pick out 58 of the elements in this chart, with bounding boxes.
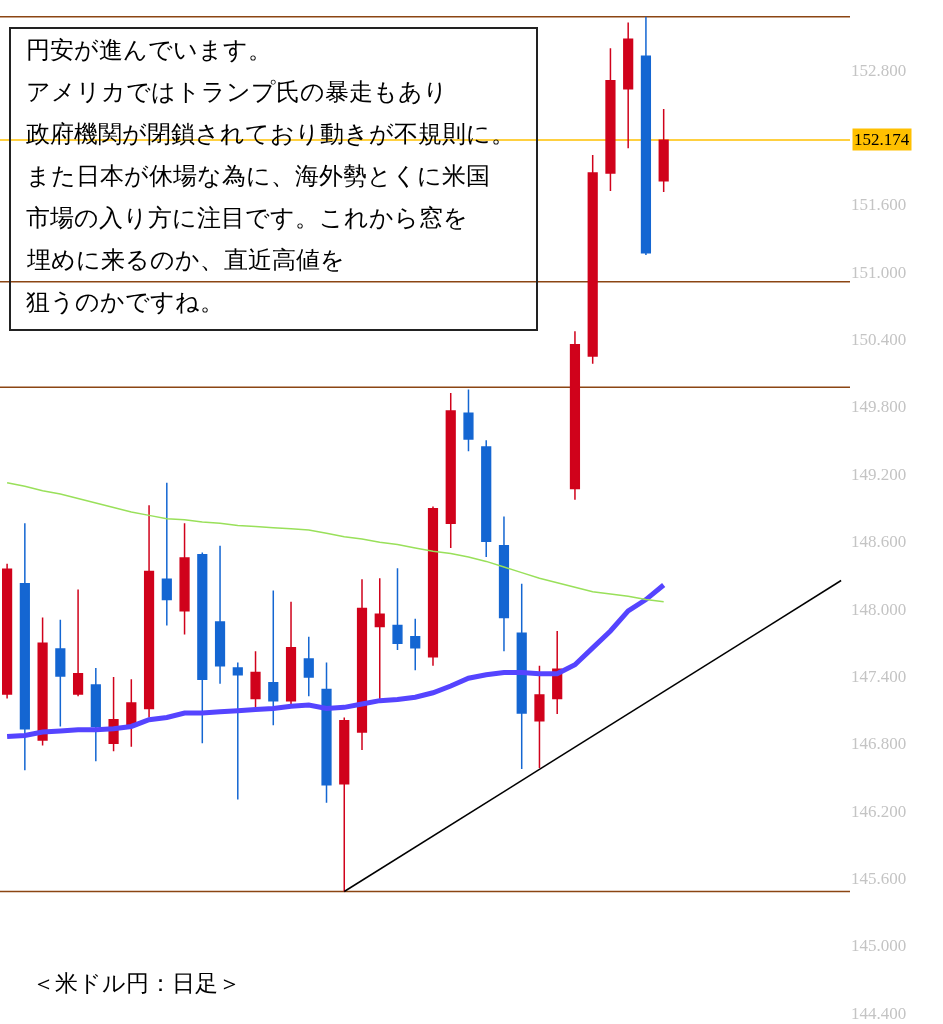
candlestick	[534, 665, 545, 769]
candlestick	[587, 154, 598, 365]
candlestick	[445, 392, 456, 549]
candlestick	[161, 482, 172, 627]
candlestick	[37, 616, 48, 747]
y-tick-label: 146.800	[851, 734, 907, 754]
candlestick	[303, 635, 314, 697]
candlestick	[55, 619, 66, 728]
annotation: 市場の入り方に注目です。これから窓を	[26, 205, 468, 231]
candlestick	[19, 522, 30, 771]
candlestick	[268, 589, 279, 727]
annotation: 埋めに来るのか、直近高値を	[26, 247, 345, 273]
y-tick-label: 149.800	[851, 397, 907, 417]
candlestick	[463, 388, 474, 453]
y-tick-label: 151.000	[851, 262, 907, 282]
candlestick	[214, 544, 226, 685]
candlestick	[481, 439, 492, 558]
annotation: 狙うのかですね。	[26, 289, 224, 315]
candlestick	[143, 504, 155, 719]
candlestick	[498, 515, 510, 652]
candlestick	[250, 650, 261, 709]
candlestick	[427, 505, 439, 667]
line-series	[6, 482, 665, 603]
candlestick	[640, 16, 652, 256]
annotation: ＜米ドル円：日足＞	[32, 971, 241, 996]
candlestick	[2, 562, 13, 700]
candlestick	[658, 108, 669, 193]
candlestick	[623, 21, 634, 149]
y-tick-label: 145.000	[851, 936, 907, 956]
ref-line-label: 152.174	[854, 130, 910, 149]
y-tick-label: 145.600	[851, 868, 907, 888]
y-tick-label: 144.400	[851, 1003, 907, 1023]
candlestick	[90, 667, 101, 763]
candlestick	[410, 617, 421, 672]
annotation: また日本が休場な為に、海外勢とくに米国	[26, 163, 490, 189]
y-tick-label: 149.200	[851, 464, 907, 484]
candlestick	[321, 661, 332, 804]
candlestick	[285, 601, 297, 706]
annotation: アメリカではトランプ氏の暴走もあり	[26, 79, 448, 105]
candlestick	[516, 583, 527, 770]
candlestick	[339, 716, 350, 893]
y-tick-label: 152.800	[851, 60, 907, 80]
candlestick	[232, 661, 243, 801]
candlestick	[126, 678, 137, 748]
annotation: 円安が進んでいます。	[26, 37, 272, 63]
y-tick-label: 151.600	[851, 195, 907, 215]
y-tick-label: 146.200	[851, 801, 907, 821]
candlestick	[356, 578, 368, 751]
y-tick-label: 148.000	[851, 599, 907, 619]
y-tick-label: 147.400	[851, 666, 907, 686]
y-tick-label: 150.400	[851, 330, 907, 350]
candlestick	[569, 330, 581, 501]
candlestick	[72, 588, 84, 697]
candlestick	[179, 522, 190, 636]
candlestick	[605, 47, 616, 192]
candlestick	[392, 567, 403, 651]
candlestick	[197, 551, 208, 745]
y-tick-label: 148.600	[851, 532, 907, 552]
